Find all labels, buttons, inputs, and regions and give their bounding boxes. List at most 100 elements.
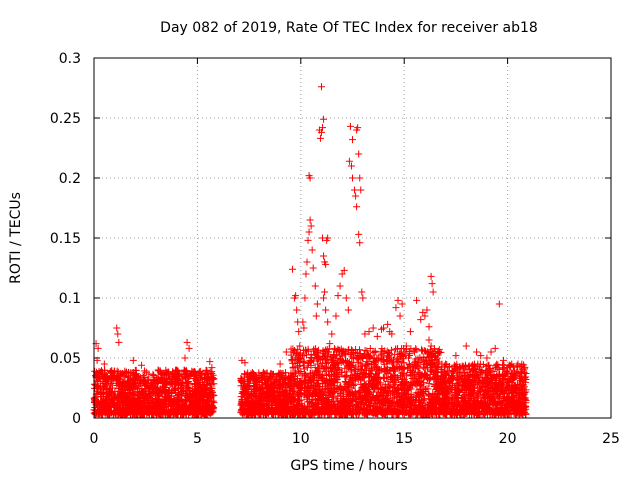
data-point: [124, 377, 132, 385]
data-point: [195, 369, 203, 377]
data-point: [203, 397, 211, 405]
data-point: [141, 367, 149, 375]
data-point: [116, 403, 124, 411]
data-point: [149, 410, 157, 418]
data-point: [117, 370, 125, 378]
data-point: [171, 386, 179, 394]
data-point: [210, 392, 218, 400]
data-point: [176, 379, 184, 387]
data-point: [168, 375, 176, 383]
data-point: [155, 402, 163, 410]
data-point: [128, 384, 136, 392]
data-point: [148, 394, 156, 402]
data-point: [209, 397, 217, 405]
x-tick-label: 15: [395, 431, 413, 447]
data-point: [167, 392, 175, 400]
data-point: [191, 380, 199, 388]
data-point: [145, 384, 153, 392]
y-tick-label: 0.2: [59, 171, 81, 187]
data-point: [161, 375, 169, 383]
data-point: [152, 397, 160, 405]
data-point: [202, 375, 210, 383]
data-point: [182, 410, 190, 418]
data-point: [106, 410, 114, 418]
data-point: [142, 368, 150, 376]
data-point: [123, 368, 131, 376]
data-point: [96, 385, 104, 393]
data-point: [208, 380, 216, 388]
data-points: [90, 83, 530, 418]
data-point: [160, 387, 168, 395]
data-point: [108, 366, 116, 374]
y-axis-label: ROTI / TECUs: [8, 192, 24, 284]
data-point: [139, 410, 147, 418]
data-point: [129, 375, 137, 383]
data-point: [111, 409, 119, 417]
data-point: [193, 375, 201, 383]
x-tick-label: 25: [602, 431, 620, 447]
data-point: [188, 398, 196, 406]
data-point: [110, 392, 118, 400]
data-point: [173, 402, 181, 410]
data-point: [114, 385, 122, 393]
data-point: [146, 403, 154, 411]
data-point: [104, 407, 112, 415]
data-point: [204, 392, 212, 400]
data-point: [103, 406, 111, 414]
data-point: [102, 402, 110, 410]
data-point: [193, 403, 201, 411]
data-point: [103, 377, 111, 385]
data-point: [178, 401, 186, 409]
y-tick-label: 0.3: [59, 51, 81, 67]
data-point: [182, 382, 190, 390]
data-point: [110, 375, 118, 383]
data-point: [171, 396, 179, 404]
data-point: [160, 398, 168, 406]
data-point: [113, 367, 121, 375]
data-point: [111, 398, 119, 406]
data-point: [192, 383, 200, 391]
data-point: [144, 393, 152, 401]
data-point: [126, 399, 134, 407]
data-point: [120, 390, 128, 398]
data-point: [153, 406, 161, 414]
data-point: [186, 402, 194, 410]
data-point: [120, 408, 128, 416]
data-point: [209, 408, 217, 416]
data-point: [195, 381, 203, 389]
data-point: [119, 398, 127, 406]
x-tick-label: 20: [499, 431, 517, 447]
data-point: [194, 402, 202, 410]
data-point: [160, 408, 168, 416]
data-point: [207, 387, 215, 395]
data-point: [142, 378, 150, 386]
data-point: [91, 395, 99, 403]
data-point: [116, 372, 124, 380]
data-point: [193, 408, 201, 416]
data-point: [188, 392, 196, 400]
data-point: [174, 371, 182, 379]
x-tick-label: 10: [292, 431, 310, 447]
data-point: [202, 366, 210, 374]
data-point: [184, 395, 192, 403]
y-tick-label: 0.05: [50, 351, 81, 367]
data-point: [121, 385, 129, 393]
chart-title: Day 082 of 2019, Rate Of TEC Index for r…: [160, 20, 538, 36]
data-point: [115, 392, 123, 400]
x-tick-label: 0: [90, 431, 99, 447]
data-point: [101, 366, 109, 374]
data-point: [164, 370, 172, 378]
data-point: [149, 370, 157, 378]
data-point: [108, 389, 116, 397]
data-point: [130, 379, 138, 387]
data-point: [137, 387, 145, 395]
data-point: [106, 368, 114, 376]
data-point: [102, 381, 110, 389]
data-point: [167, 409, 175, 417]
data-point: [157, 388, 165, 396]
data-point: [91, 367, 99, 375]
data-point: [130, 391, 138, 399]
data-point: [174, 409, 182, 417]
data-point: [133, 408, 141, 416]
data-point: [191, 367, 199, 375]
